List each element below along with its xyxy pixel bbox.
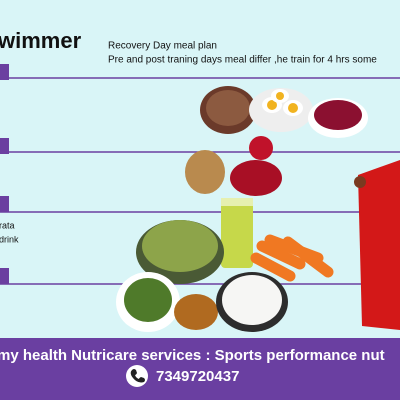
phone-glyph [130, 369, 145, 383]
side-label: rata [0, 220, 15, 230]
rule-markers [0, 64, 9, 284]
phone-icon [126, 365, 148, 387]
rules [0, 77, 400, 285]
note: Pre and post traning days meal differ ,h… [108, 55, 377, 66]
side-label: drink [0, 234, 19, 244]
footer-text: my health Nutricare services : Sports pe… [0, 347, 385, 364]
subtitle: Recovery Day meal plan [108, 41, 217, 52]
phone-number: 7349720437 [156, 368, 239, 385]
title: wimmer [0, 28, 82, 53]
food [116, 86, 400, 332]
footer-band [0, 338, 400, 400]
